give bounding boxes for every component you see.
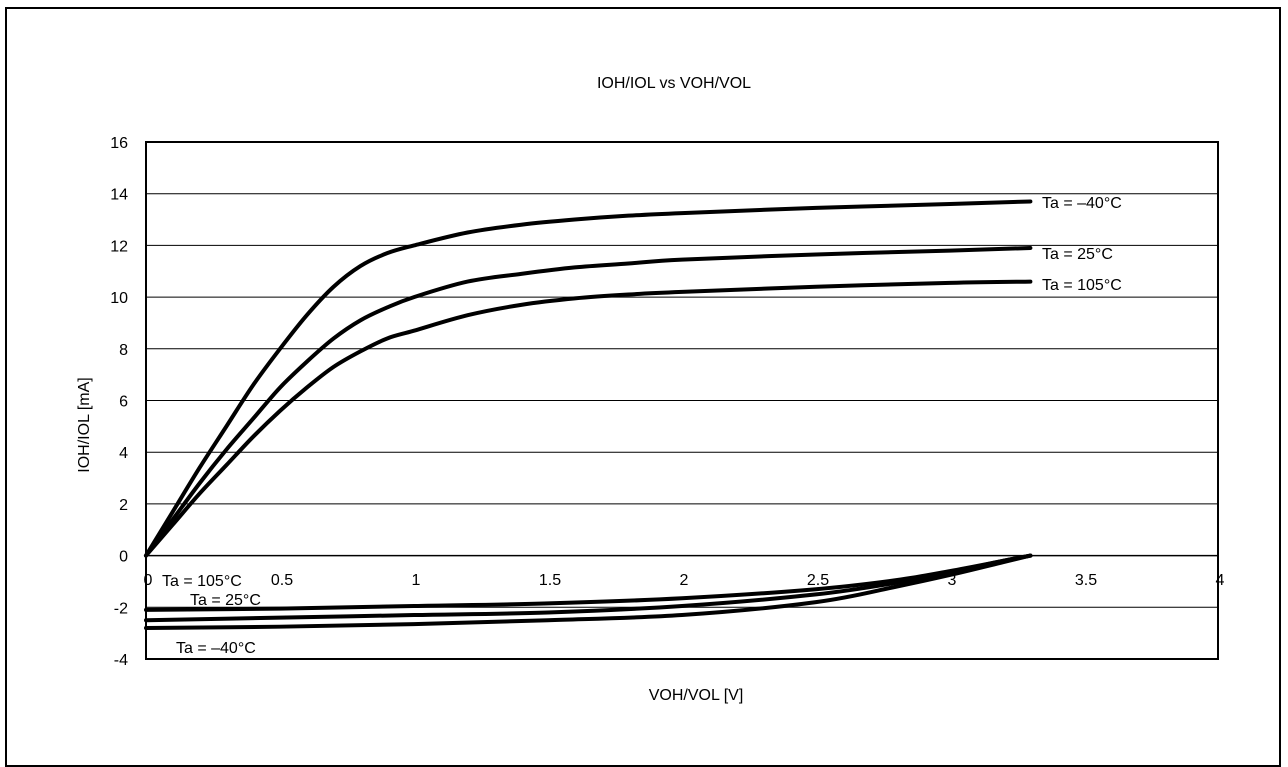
x-tick-label: 4 [1216, 572, 1225, 589]
x-tick-label: 2 [680, 572, 689, 589]
y-tick-label: -2 [114, 600, 128, 617]
x-tick-label: 1 [412, 572, 421, 589]
annotation-iol-25: Ta = 25°C [190, 592, 261, 609]
annotation-iol-105: Ta = 105°C [162, 573, 242, 590]
x-tick-labels: 0 0.5 1 1.5 2 2.5 3 3.5 4 [144, 572, 1225, 589]
y-tick-label: 0 [119, 549, 128, 566]
y-tick-label: 2 [119, 497, 128, 514]
y-tick-label: 10 [110, 290, 128, 307]
y-tick-label: 4 [119, 445, 128, 462]
series-line-iol-ta-40-c [144, 553, 1033, 630]
series-line-ioh-ta-105-c [144, 279, 1033, 558]
y-axis-label: IOH/IOL [mA] [76, 377, 93, 472]
series-group [144, 199, 1033, 630]
annotation-ioh-minus40: Ta = –40°C [1042, 195, 1122, 212]
x-tick-label: 3 [948, 572, 957, 589]
annotation-ioh-105: Ta = 105°C [1042, 277, 1122, 294]
x-tick-label: 0.5 [271, 572, 293, 589]
annotation-iol-minus40: Ta = –40°C [176, 640, 256, 657]
annotation-ioh-25: Ta = 25°C [1042, 246, 1113, 263]
series-line-iol-ta-25-c [144, 553, 1033, 623]
series-line-ioh-ta-40-c [144, 199, 1033, 558]
x-axis-label: VOH/VOL [V] [649, 687, 744, 704]
plot-area-border [145, 141, 1219, 660]
chart-title: IOH/IOL vs VOH/VOL [597, 75, 751, 92]
x-tick-label: 1.5 [539, 572, 561, 589]
series-line-ioh-ta-25-c [144, 245, 1033, 558]
y-tick-label: 6 [119, 394, 128, 411]
y-tick-label: 12 [110, 238, 128, 255]
y-tick-label: 14 [110, 187, 128, 204]
x-tick-label: 0 [144, 572, 153, 589]
x-tick-label: 3.5 [1075, 572, 1097, 589]
y-tick-label: 16 [110, 135, 128, 152]
y-tick-labels: 16 14 12 10 8 6 4 2 0 -2 -4 [110, 135, 128, 669]
y-tick-label: -4 [114, 652, 128, 669]
y-tick-label: 8 [119, 342, 128, 359]
chart-frame [5, 7, 1281, 767]
x-tick-label: 2.5 [807, 572, 829, 589]
